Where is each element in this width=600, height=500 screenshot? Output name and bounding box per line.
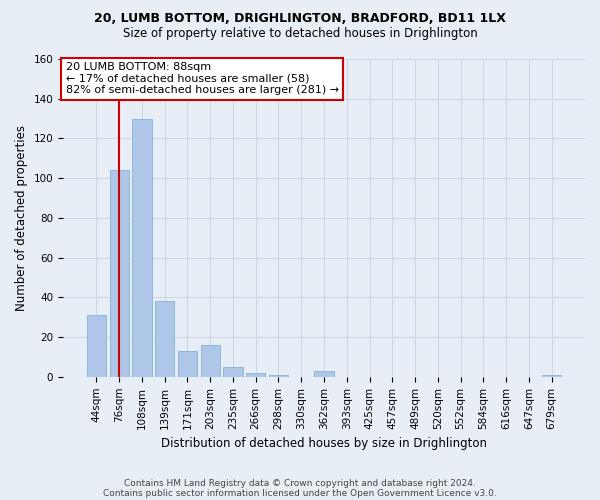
Bar [87,315,106,377]
Bar [542,375,561,377]
Text: Contains public sector information licensed under the Open Government Licence v3: Contains public sector information licen… [103,488,497,498]
Y-axis label: Number of detached properties: Number of detached properties [15,125,28,311]
Bar [269,375,288,377]
Bar [223,367,242,377]
Bar [314,371,334,377]
Text: Size of property relative to detached houses in Drighlington: Size of property relative to detached ho… [122,28,478,40]
Bar [110,170,129,377]
Bar [246,373,265,377]
Text: Contains HM Land Registry data © Crown copyright and database right 2024.: Contains HM Land Registry data © Crown c… [124,478,476,488]
Text: 20 LUMB BOTTOM: 88sqm
← 17% of detached houses are smaller (58)
82% of semi-deta: 20 LUMB BOTTOM: 88sqm ← 17% of detached … [65,62,339,96]
Bar [178,351,197,377]
Bar [132,118,152,377]
Bar [200,345,220,377]
Text: 20, LUMB BOTTOM, DRIGHLINGTON, BRADFORD, BD11 1LX: 20, LUMB BOTTOM, DRIGHLINGTON, BRADFORD,… [94,12,506,26]
Bar [155,302,175,377]
X-axis label: Distribution of detached houses by size in Drighlington: Distribution of detached houses by size … [161,437,487,450]
